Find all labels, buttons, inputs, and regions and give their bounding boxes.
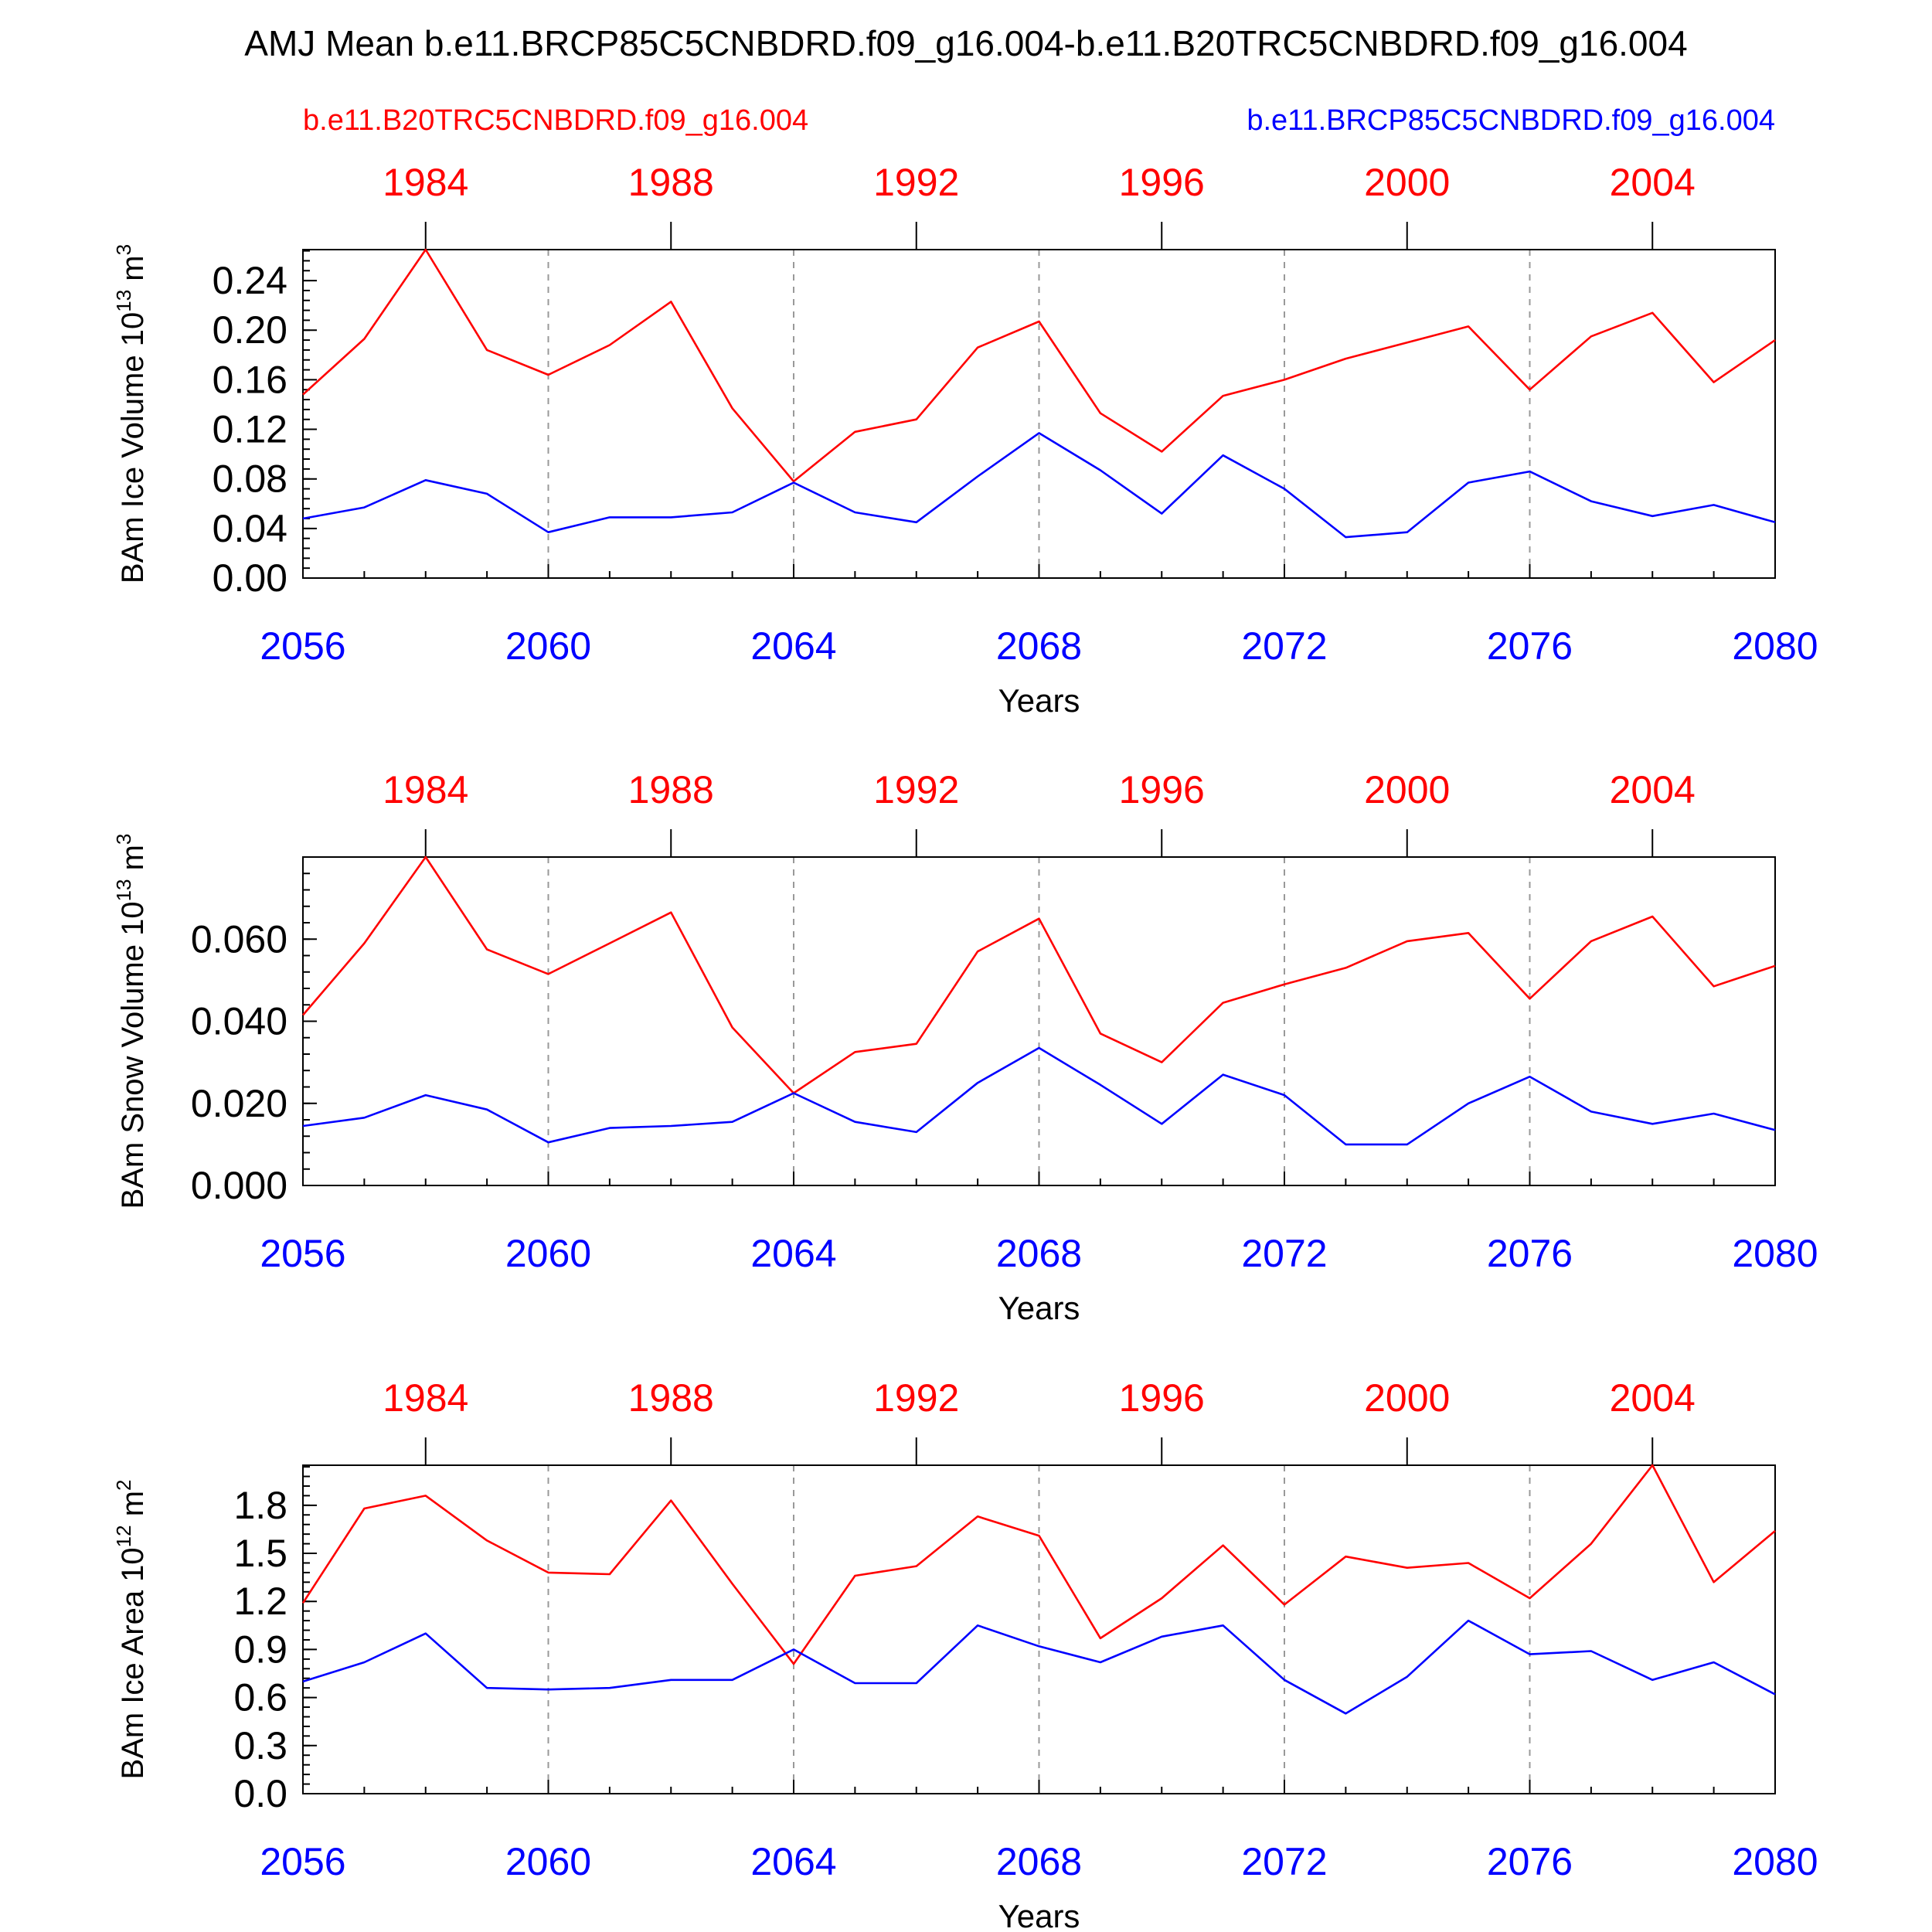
- series-line-hist: [302, 248, 1776, 483]
- series-line-future: [302, 1046, 1776, 1146]
- top-x-tick-label: 1992: [873, 161, 959, 204]
- series-line-hist: [302, 855, 1776, 1094]
- x-tick-label: 2072: [1241, 1232, 1327, 1275]
- chart-panel-1: 2056 2060 2064 2068 2072 2076 2080 1984 1988 1992…: [112, 161, 1818, 719]
- x-tick-label: 2080: [1732, 624, 1818, 668]
- y-axis-label-superscript: 13: [112, 290, 135, 312]
- x-tick-label: 2068: [996, 624, 1082, 668]
- y-axis-label-superscript: 3: [112, 244, 135, 255]
- chart-panel-2: 2056 2060 2064 2068 2072 2076 2080 1984 1988 1992…: [112, 768, 1818, 1326]
- y-tick-label: 1.5: [233, 1532, 287, 1575]
- y-tick-label: 0.3: [233, 1724, 287, 1767]
- top-x-tick-label: 2000: [1364, 768, 1450, 811]
- legend-hist-label: b.e11.B20TRC5CNBDRD.f09_g16.004: [303, 104, 808, 137]
- top-x-tick-label: 2004: [1610, 161, 1696, 204]
- y-axis-label-part: BAm Ice Area 10: [116, 1547, 150, 1779]
- series-line-future: [302, 1619, 1776, 1715]
- x-axis-label: Years: [998, 1290, 1080, 1326]
- x-tick-label: 2056: [260, 1232, 345, 1275]
- figure-title: AMJ Mean b.e11.BRCP85C5CNBDRD.f09_g16.00…: [244, 23, 1687, 63]
- top-x-tick-label: 2000: [1364, 1376, 1450, 1420]
- x-tick-label: 2060: [505, 624, 591, 668]
- y-tick-label: 0.0: [233, 1772, 287, 1815]
- y-tick-label: 0.6: [233, 1676, 287, 1719]
- y-tick-label: 0.9: [233, 1628, 287, 1671]
- x-tick-label: 2072: [1241, 1840, 1327, 1883]
- x-tick-label: 2080: [1732, 1232, 1818, 1275]
- y-axis-label: BAm Snow Volume 1013 m3: [112, 834, 150, 1209]
- x-tick-label: 2068: [996, 1840, 1082, 1883]
- x-tick-label: 2064: [750, 1232, 836, 1275]
- y-tick-label: 0.04: [213, 507, 287, 550]
- series-line-hist: [301, 1464, 1776, 1665]
- x-tick-label: 2076: [1487, 1232, 1573, 1275]
- x-tick-label: 2060: [505, 1232, 591, 1275]
- y-tick-label: 0.060: [191, 917, 287, 961]
- y-axis-label-part: m: [116, 255, 150, 289]
- top-x-tick-label: 2000: [1364, 161, 1450, 204]
- x-axis-label: Years: [998, 682, 1080, 719]
- top-x-tick-label: 1988: [628, 1376, 714, 1420]
- top-x-tick-label: 1988: [628, 768, 714, 811]
- y-axis-label-part: m: [116, 1491, 150, 1525]
- x-tick-label: 2072: [1241, 624, 1327, 668]
- y-axis-label-superscript: 2: [112, 1480, 135, 1491]
- y-tick-label: 0.24: [213, 259, 287, 302]
- y-axis-label: BAm Ice Volume 1013 m3: [112, 244, 150, 583]
- y-axis-label-superscript: 3: [112, 834, 135, 845]
- y-tick-label: 0.040: [191, 1000, 287, 1043]
- y-tick-label: 0.00: [213, 556, 287, 600]
- x-axis-label: Years: [998, 1898, 1080, 1932]
- legend-future-label: b.e11.BRCP85C5CNBDRD.f09_g16.004: [1247, 104, 1775, 137]
- y-axis-label-superscript: 13: [112, 879, 135, 901]
- x-tick-label: 2080: [1732, 1840, 1818, 1883]
- top-x-tick-label: 1984: [383, 768, 468, 811]
- x-tick-label: 2064: [750, 1840, 836, 1883]
- x-tick-label: 2076: [1487, 1840, 1573, 1883]
- top-x-tick-label: 1992: [873, 1376, 959, 1420]
- y-axis-label-superscript: 12: [112, 1525, 135, 1547]
- series-line-future: [302, 432, 1776, 539]
- y-tick-label: 0.08: [213, 457, 287, 501]
- top-x-tick-label: 1988: [628, 161, 714, 204]
- top-x-tick-label: 1992: [873, 768, 959, 811]
- top-x-tick-label: 1984: [383, 1376, 468, 1420]
- y-tick-label: 0.020: [191, 1082, 287, 1125]
- y-axis-label-part: BAm Ice Volume 10: [116, 312, 150, 583]
- x-tick-label: 2068: [996, 1232, 1082, 1275]
- y-axis-label-part: m: [116, 845, 150, 879]
- y-tick-label: 0.16: [213, 358, 287, 401]
- top-x-tick-label: 1996: [1119, 768, 1205, 811]
- x-tick-label: 2056: [260, 624, 345, 668]
- top-x-tick-label: 1996: [1119, 161, 1205, 204]
- y-axis-label: BAm Ice Area 1012 m2: [112, 1480, 150, 1780]
- x-tick-label: 2060: [505, 1840, 591, 1883]
- y-axis-label-part: BAm Snow Volume 10: [116, 901, 150, 1209]
- y-tick-label: 0.20: [213, 308, 287, 352]
- top-x-tick-label: 2004: [1610, 768, 1696, 811]
- y-tick-label: 0.12: [213, 408, 287, 451]
- x-tick-label: 2056: [260, 1840, 345, 1883]
- top-x-tick-label: 2004: [1610, 1376, 1696, 1420]
- top-x-tick-label: 1984: [383, 161, 468, 204]
- top-x-tick-label: 1996: [1119, 1376, 1205, 1420]
- x-tick-label: 2076: [1487, 624, 1573, 668]
- y-tick-label: 0.000: [191, 1164, 287, 1207]
- chart-panel-3: 2056 2060 2064 2068 2072 2076 2080 1984 1988 1992…: [112, 1376, 1818, 1932]
- x-tick-label: 2064: [750, 624, 836, 668]
- y-tick-label: 1.2: [233, 1580, 287, 1623]
- y-tick-label: 1.8: [233, 1484, 287, 1527]
